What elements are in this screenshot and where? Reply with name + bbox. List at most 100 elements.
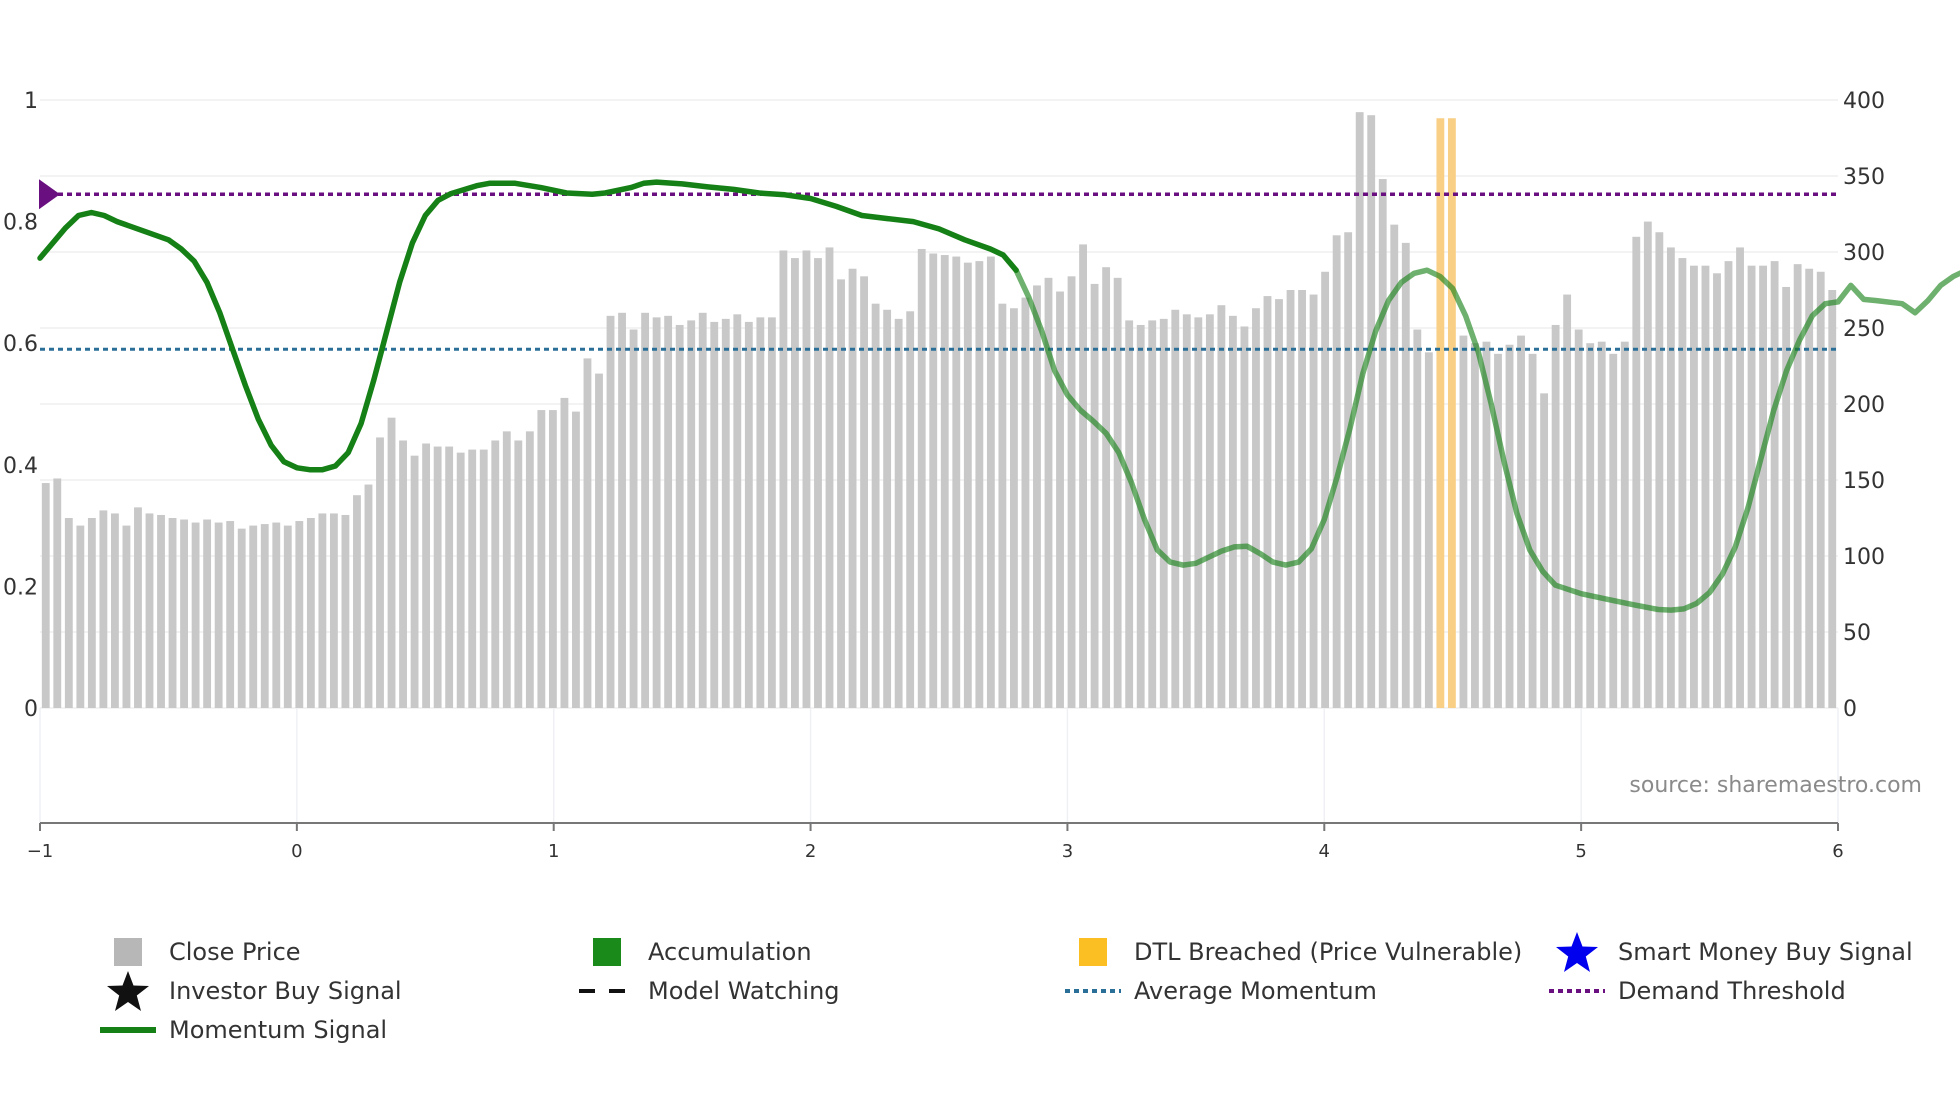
y-left-tick-label: 0.8 xyxy=(3,211,38,236)
close-price-bar xyxy=(929,253,938,708)
close-price-bar xyxy=(1471,343,1479,708)
y-right-tick-label: 350 xyxy=(1843,165,1885,190)
close-price-bar xyxy=(1079,244,1087,708)
close-price-bar xyxy=(560,397,569,708)
y-right-tick-label: 50 xyxy=(1843,621,1871,646)
dtl-breached-bar xyxy=(1436,118,1445,709)
close-price-bar xyxy=(1159,318,1168,708)
close-price-bar xyxy=(1597,341,1606,708)
close-price-bar xyxy=(1056,291,1064,708)
close-price-bar xyxy=(1067,276,1076,708)
close-price-bar xyxy=(1459,335,1468,708)
x-tick-label: 6 xyxy=(1832,841,1843,862)
close-price-bar xyxy=(802,250,811,709)
close-price-bar xyxy=(641,312,650,708)
close-price-bar xyxy=(1586,343,1595,708)
close-price-bar xyxy=(479,449,488,708)
close-price-bar xyxy=(1736,247,1744,708)
close-price-bar xyxy=(237,528,246,708)
close-price-bar xyxy=(998,303,1007,708)
close-price-bar xyxy=(1793,264,1802,708)
close-price-bar xyxy=(1816,271,1825,708)
momentum-line-faded xyxy=(1013,267,1960,613)
close-price-bar xyxy=(306,518,315,708)
y-left-tick-label: 0.4 xyxy=(3,454,38,479)
close-price-bar xyxy=(1194,317,1203,708)
close-price-bar xyxy=(1632,236,1641,709)
close-price-bar xyxy=(618,312,626,708)
close-price-bar xyxy=(1759,265,1768,708)
dtl-breached-bar xyxy=(1447,118,1456,709)
close-price-bar xyxy=(595,373,603,708)
close-price-bar xyxy=(1263,296,1272,708)
close-price-bar xyxy=(1678,258,1687,708)
close-price-bar xyxy=(410,455,419,708)
close-price-bars xyxy=(41,112,1837,709)
close-price-bar xyxy=(1666,247,1675,708)
x-axis: −1 0 1 2 3 4 5 6 xyxy=(27,822,1844,862)
close-price-bar xyxy=(975,261,984,708)
close-price-bar xyxy=(1286,290,1295,708)
close-price-bar xyxy=(341,514,350,708)
close-price-bar xyxy=(1171,309,1180,708)
close-price-bar xyxy=(1805,268,1814,708)
close-price-bar xyxy=(733,314,742,708)
close-price-bar xyxy=(825,247,834,708)
close-price-bar xyxy=(1344,232,1353,709)
close-price-bar xyxy=(1182,314,1191,708)
close-price-bar xyxy=(1482,341,1491,708)
close-price-bar xyxy=(860,276,869,708)
y-right-tick-label: 100 xyxy=(1843,545,1885,570)
close-price-bar xyxy=(1102,267,1111,708)
close-price-bar xyxy=(1713,273,1721,708)
close-price-bar xyxy=(1367,115,1376,708)
close-price-bar xyxy=(744,321,753,708)
close-price-bar xyxy=(1390,224,1399,708)
close-price-bar xyxy=(295,521,304,708)
close-price-bar xyxy=(1205,314,1214,708)
y-right-tick-label: 300 xyxy=(1843,241,1885,266)
y-axis-left: 0 0.2 0.4 0.6 0.8 1 xyxy=(3,89,38,722)
close-price-bar xyxy=(1228,315,1237,708)
close-price-bar xyxy=(710,321,719,708)
close-price-bar xyxy=(687,320,696,708)
close-price-bar xyxy=(1574,329,1583,708)
close-price-bar xyxy=(180,519,188,708)
close-price-bar xyxy=(41,483,50,708)
x-tick-label: −1 xyxy=(27,841,54,862)
close-price-bar xyxy=(203,519,212,708)
close-price-bar xyxy=(387,417,396,708)
close-price-bar xyxy=(318,513,327,708)
close-price-bar xyxy=(883,309,892,708)
x-tick-label: 0 xyxy=(291,841,302,862)
close-price-bar xyxy=(110,513,119,708)
close-price-bar xyxy=(1643,221,1652,708)
close-price-bar xyxy=(1021,297,1030,708)
close-price-bar xyxy=(364,484,373,708)
close-price-bar xyxy=(525,431,534,708)
close-price-bar xyxy=(963,262,972,708)
close-price-bar xyxy=(1828,290,1837,708)
x-tick-label: 5 xyxy=(1575,841,1586,862)
close-price-bar xyxy=(399,440,407,708)
momentum-signal xyxy=(37,179,1960,613)
close-price-bar xyxy=(1494,353,1502,708)
y-left-tick-label: 0.2 xyxy=(3,575,38,600)
y-right-tick-label: 400 xyxy=(1843,89,1885,114)
grid-lines xyxy=(40,99,1838,709)
x-tick-label: 1 xyxy=(548,841,559,862)
momentum-line xyxy=(37,179,1019,473)
x-tick-label: 3 xyxy=(1062,841,1073,862)
close-price-bar xyxy=(548,410,557,708)
close-price-bar xyxy=(848,268,857,708)
close-price-bar xyxy=(1770,261,1779,708)
close-price-bar xyxy=(1217,305,1226,708)
source-label: source: sharemaestro.com xyxy=(1629,773,1922,798)
close-price-bar xyxy=(191,522,200,708)
demand-threshold-marker xyxy=(39,179,60,210)
close-price-bar xyxy=(940,255,949,709)
close-price-bar xyxy=(329,513,338,708)
close-price-bar xyxy=(1424,352,1433,708)
close-price-bar xyxy=(583,358,592,708)
